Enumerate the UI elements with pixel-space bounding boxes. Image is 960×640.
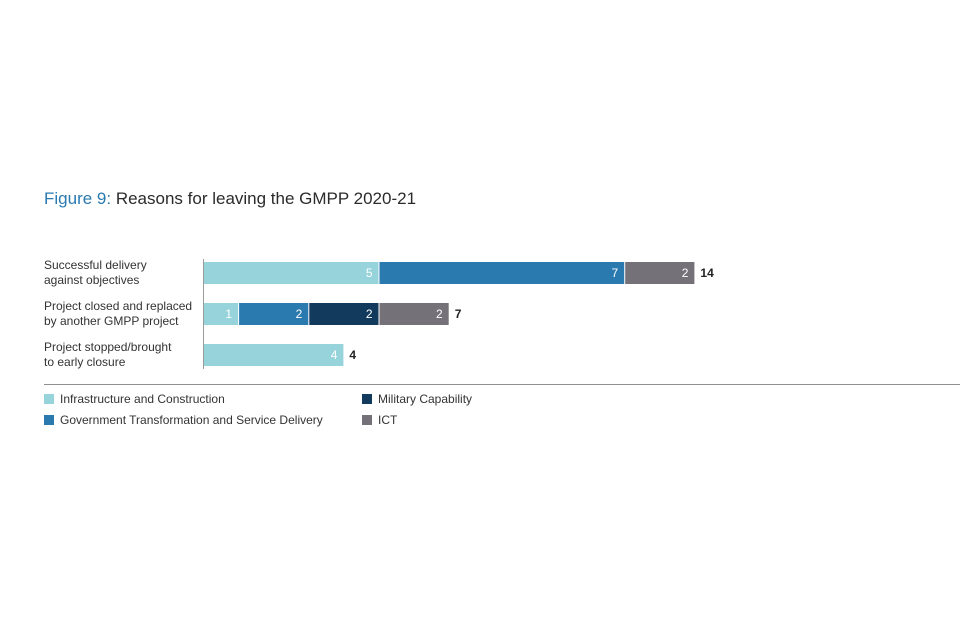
category-label: Successful delivery against objectives — [44, 258, 147, 287]
bar-segment-label: 7 — [612, 266, 619, 280]
figure-label: Figure 9: — [44, 189, 112, 208]
legend-swatch — [44, 394, 54, 404]
bar-segment — [625, 262, 695, 284]
bar-total-label: 4 — [349, 348, 356, 362]
bar-segment — [204, 344, 344, 366]
figure-title: Reasons for leaving the GMPP 2020-21 — [115, 189, 417, 208]
bar-segment-label: 2 — [682, 266, 689, 280]
bar-segment-label: 2 — [366, 307, 373, 321]
bar-segment — [379, 303, 449, 325]
legend-swatch — [44, 415, 54, 425]
legend-label: ICT — [378, 413, 398, 427]
legend-item-infrastructure: Infrastructure and Construction — [44, 392, 225, 406]
legend-item-government-transformation: Government Transformation and Service De… — [44, 413, 323, 427]
legend-item-ict: ICT — [362, 413, 397, 427]
legend-label: Government Transformation and Service De… — [60, 413, 323, 427]
chart-title: Figure 9: Reasons for leaving the GMPP 2… — [44, 189, 416, 209]
bar-segment — [239, 303, 309, 325]
bar-segment — [379, 262, 625, 284]
bar-total-label: 7 — [455, 307, 462, 321]
bar-segment — [204, 303, 239, 325]
legend-label: Military Capability — [378, 392, 473, 406]
legend-label: Infrastructure and Construction — [60, 392, 225, 406]
bar-segment — [204, 262, 379, 284]
legend-swatch — [362, 394, 372, 404]
category-label: Project closed and replaced by another GM… — [44, 299, 192, 328]
bar-segment — [309, 303, 379, 325]
bar-segment-label: 1 — [225, 307, 232, 321]
category-label: Project stopped/brought to early closure — [44, 340, 172, 369]
bar-segment-label: 4 — [331, 348, 338, 362]
legend-item-military-capability: Military Capability — [362, 392, 472, 406]
bar-segment-label: 2 — [296, 307, 303, 321]
bar-segment-label: 2 — [436, 307, 443, 321]
bar-total-label: 14 — [700, 266, 714, 280]
bar-segment-label: 5 — [366, 266, 373, 280]
legend-swatch — [362, 415, 372, 425]
